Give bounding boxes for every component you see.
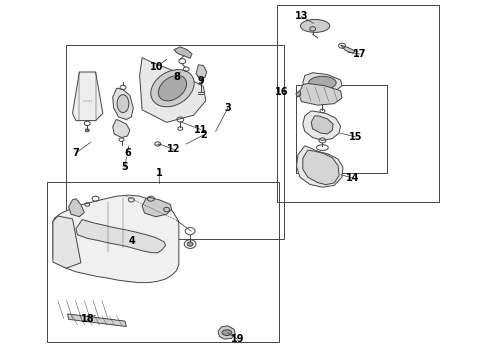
Polygon shape: [218, 326, 235, 339]
Polygon shape: [341, 45, 355, 53]
Polygon shape: [296, 91, 301, 97]
Circle shape: [85, 129, 89, 132]
Text: 12: 12: [167, 144, 181, 154]
Ellipse shape: [158, 76, 187, 101]
Polygon shape: [73, 72, 103, 121]
Text: 8: 8: [173, 72, 180, 82]
Polygon shape: [53, 195, 179, 283]
Text: 18: 18: [81, 314, 95, 324]
Polygon shape: [113, 120, 130, 138]
Polygon shape: [303, 111, 341, 140]
Polygon shape: [113, 88, 133, 120]
Text: 19: 19: [231, 334, 245, 344]
Polygon shape: [299, 84, 342, 105]
Text: 6: 6: [124, 148, 131, 158]
Circle shape: [187, 242, 193, 246]
Polygon shape: [140, 58, 206, 122]
Text: 15: 15: [348, 132, 362, 142]
Text: 10: 10: [150, 62, 164, 72]
Text: 2: 2: [200, 130, 207, 140]
Text: 4: 4: [129, 236, 136, 246]
Polygon shape: [311, 116, 333, 134]
Polygon shape: [303, 150, 339, 185]
Ellipse shape: [222, 330, 232, 336]
Polygon shape: [142, 197, 172, 217]
Text: 9: 9: [197, 76, 204, 86]
Text: 1: 1: [156, 168, 163, 178]
Polygon shape: [53, 216, 81, 268]
Ellipse shape: [117, 95, 129, 113]
Polygon shape: [68, 314, 126, 327]
Polygon shape: [69, 199, 84, 217]
Text: 14: 14: [346, 173, 360, 183]
Text: 3: 3: [224, 103, 231, 113]
Ellipse shape: [309, 76, 336, 89]
Bar: [47, 182, 279, 342]
Ellipse shape: [300, 19, 330, 32]
Text: 16: 16: [275, 87, 289, 97]
Polygon shape: [196, 65, 207, 78]
Polygon shape: [296, 146, 343, 187]
Text: 5: 5: [122, 162, 128, 172]
Polygon shape: [303, 73, 342, 93]
Polygon shape: [174, 47, 192, 58]
Text: 11: 11: [194, 125, 208, 135]
Ellipse shape: [151, 69, 194, 107]
Bar: [277, 5, 439, 202]
Polygon shape: [76, 220, 166, 253]
Bar: [296, 85, 387, 173]
Bar: [66, 45, 284, 239]
Text: 7: 7: [73, 148, 79, 158]
Text: 13: 13: [294, 11, 308, 21]
Text: 17: 17: [353, 49, 367, 59]
